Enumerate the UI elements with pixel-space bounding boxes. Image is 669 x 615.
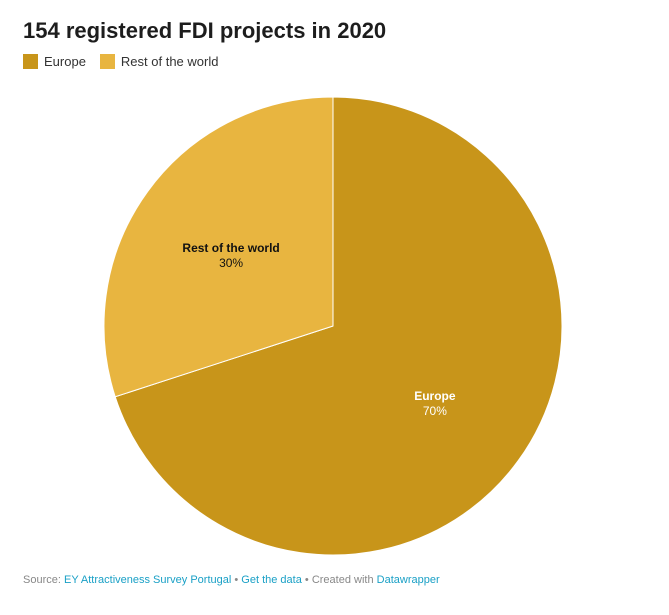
legend-swatch-europe (23, 54, 38, 69)
chart-title: 154 registered FDI projects in 2020 (23, 18, 387, 43)
slice-value-label: 70% (423, 404, 447, 418)
created-with: • Created with (304, 574, 374, 586)
legend-label-rest: Rest of the world (120, 54, 219, 69)
legend: Europe Rest of the world (23, 54, 218, 69)
separator: • (234, 574, 239, 586)
slice-name-label: Europe (414, 389, 456, 403)
slice-value-label: 30% (219, 256, 243, 270)
datawrapper-link[interactable]: Datawrapper (376, 574, 440, 586)
source-prefix: Source: (23, 574, 61, 586)
footer: Source: EY Attractiveness Survey Portuga… (23, 574, 440, 586)
legend-swatch-rest (99, 54, 115, 69)
get-data-link[interactable]: Get the data (241, 574, 302, 586)
legend-item-rest: Rest of the world (99, 54, 219, 69)
pie-slice-rest-of-the-world (103, 96, 334, 398)
legend-label-europe: Europe (44, 54, 86, 69)
legend-item-europe: Europe (23, 54, 86, 69)
source-link[interactable]: EY Attractiveness Survey Portugal (63, 574, 232, 586)
slice-name-label: Rest of the world (182, 241, 279, 255)
pie-slice-europe (114, 96, 563, 556)
